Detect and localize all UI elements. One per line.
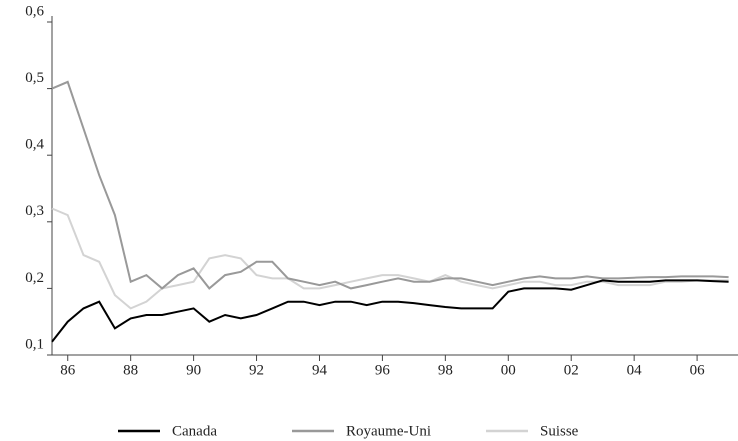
x-tick-label: 88 [123,362,138,378]
legend-label: Suisse [540,423,579,439]
y-tick-label: 0,3 [25,203,44,219]
line-series [51,279,729,343]
y-tick-label: 0,5 [25,70,44,86]
y-tick-label: 0,4 [25,137,44,153]
x-tick-label: 86 [60,362,76,378]
y-tick-label: 0,2 [25,270,44,286]
x-tick-label: 04 [627,362,643,378]
x-tick-label: 98 [438,362,453,378]
x-tick-label: 96 [375,362,391,378]
line-series [51,80,729,290]
legend-label: Royaume-Uni [346,423,431,439]
legend-label: Canada [172,423,217,439]
x-tick-label: 90 [186,362,201,378]
x-tick-label: 02 [564,362,579,378]
line-series [51,207,729,310]
x-tick-label: 94 [312,362,328,378]
x-tick-label: 06 [690,362,706,378]
x-tick-label: 92 [249,362,264,378]
x-tick-label: 00 [501,362,516,378]
y-tick-label: 0,6 [25,3,44,19]
y-tick-label: 0,1 [25,336,44,352]
